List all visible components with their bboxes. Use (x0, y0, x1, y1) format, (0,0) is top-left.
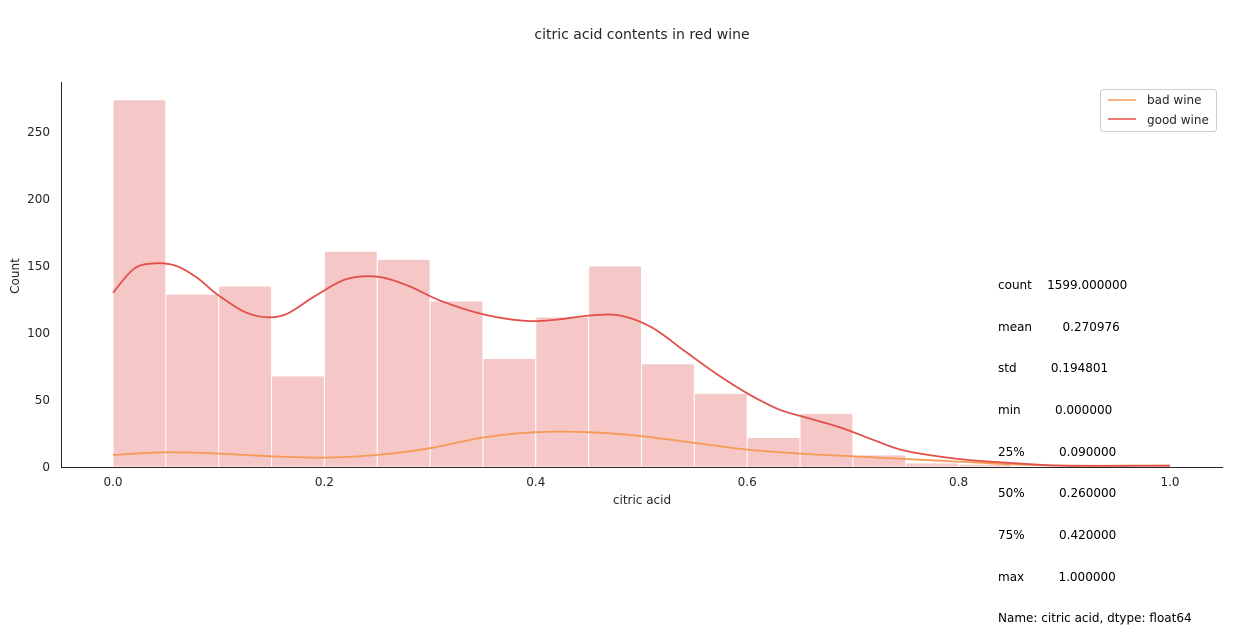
bar-good-wine-8 (535, 316, 590, 468)
bar-good-wine-9 (588, 265, 643, 468)
y-tick-label: 50 (35, 393, 50, 407)
bar-good-wine-15 (905, 462, 960, 468)
x-tick-label: 1.0 (1160, 475, 1179, 489)
annotation-line: 75% 0.420000 (998, 528, 1117, 543)
x-ticks: 0.0 0.2 0.4 0.6 0.8 1.0 (103, 475, 1179, 489)
legend-label-good-wine: good wine (1147, 113, 1209, 127)
y-tick-label: 0 (42, 460, 50, 474)
chart-title: citric acid contents in red wine (534, 27, 749, 43)
bar-good-wine-11 (693, 392, 748, 468)
kde-line-good-wine (112, 262, 1171, 467)
annotation-line: min 0.000000 (998, 402, 1113, 417)
bar-good-wine-1 (165, 293, 220, 468)
bars-good-wine (112, 99, 1171, 468)
x-tick-label: 0.8 (949, 475, 968, 489)
y-tick-label: 250 (27, 125, 50, 139)
bar-good-wine-0 (112, 99, 167, 468)
bar-good-wine-5 (376, 258, 431, 468)
y-tick-label: 100 (27, 326, 50, 340)
bar-good-wine-2 (218, 285, 273, 468)
y-ticks: 0 50 100 150 200 250 (27, 125, 50, 474)
describe-annotation: count 1599.000000 mean 0.270976 std 0.19… (998, 251, 1192, 640)
annotation-line: 50% 0.260000 (998, 486, 1117, 501)
annotation-line: mean 0.270976 (998, 319, 1120, 334)
annotation-line: max 1.000000 (998, 569, 1116, 584)
bar-good-wine-3 (271, 375, 325, 468)
legend: bad wine good wine (1100, 89, 1217, 132)
x-axis-label: citric acid (613, 493, 671, 507)
chart: citric acid contents in red wine 0.0 0.2 0… (8, 27, 1223, 507)
kde-line-bad-wine (112, 430, 1170, 467)
bar-good-wine-10 (641, 363, 695, 468)
bar-good-wine-4 (323, 250, 378, 468)
x-tick-label: 0.0 (103, 475, 122, 489)
x-tick-label: 0.6 (738, 475, 757, 489)
kde-lines (112, 262, 1171, 467)
x-tick-label: 0.4 (526, 475, 545, 489)
y-axis-label: Count (8, 258, 22, 294)
annotation-line: 25% 0.090000 (998, 444, 1117, 459)
x-tick-label: 0.2 (315, 475, 334, 489)
annotation-line: Name: citric acid, dtype: float64 (998, 611, 1192, 626)
annotation-line: count 1599.000000 (998, 277, 1128, 292)
bar-good-wine-7 (482, 357, 537, 468)
annotation-line: std 0.194801 (998, 361, 1109, 376)
y-tick-label: 200 (27, 192, 50, 206)
y-tick-label: 150 (27, 259, 50, 273)
legend-label-bad-wine: bad wine (1147, 93, 1202, 107)
bar-good-wine-13 (799, 412, 854, 468)
